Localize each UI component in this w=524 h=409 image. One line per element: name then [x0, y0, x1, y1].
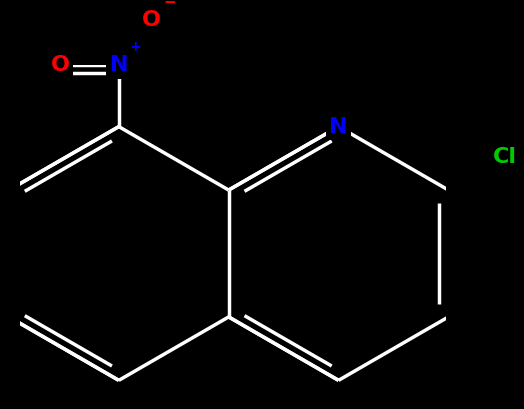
Text: O: O — [50, 55, 69, 75]
Text: N: N — [329, 117, 348, 137]
Text: Cl: Cl — [493, 147, 517, 167]
Text: N: N — [110, 55, 128, 75]
Text: −: − — [163, 0, 176, 10]
Text: +: + — [129, 40, 141, 54]
Text: O: O — [142, 10, 161, 30]
